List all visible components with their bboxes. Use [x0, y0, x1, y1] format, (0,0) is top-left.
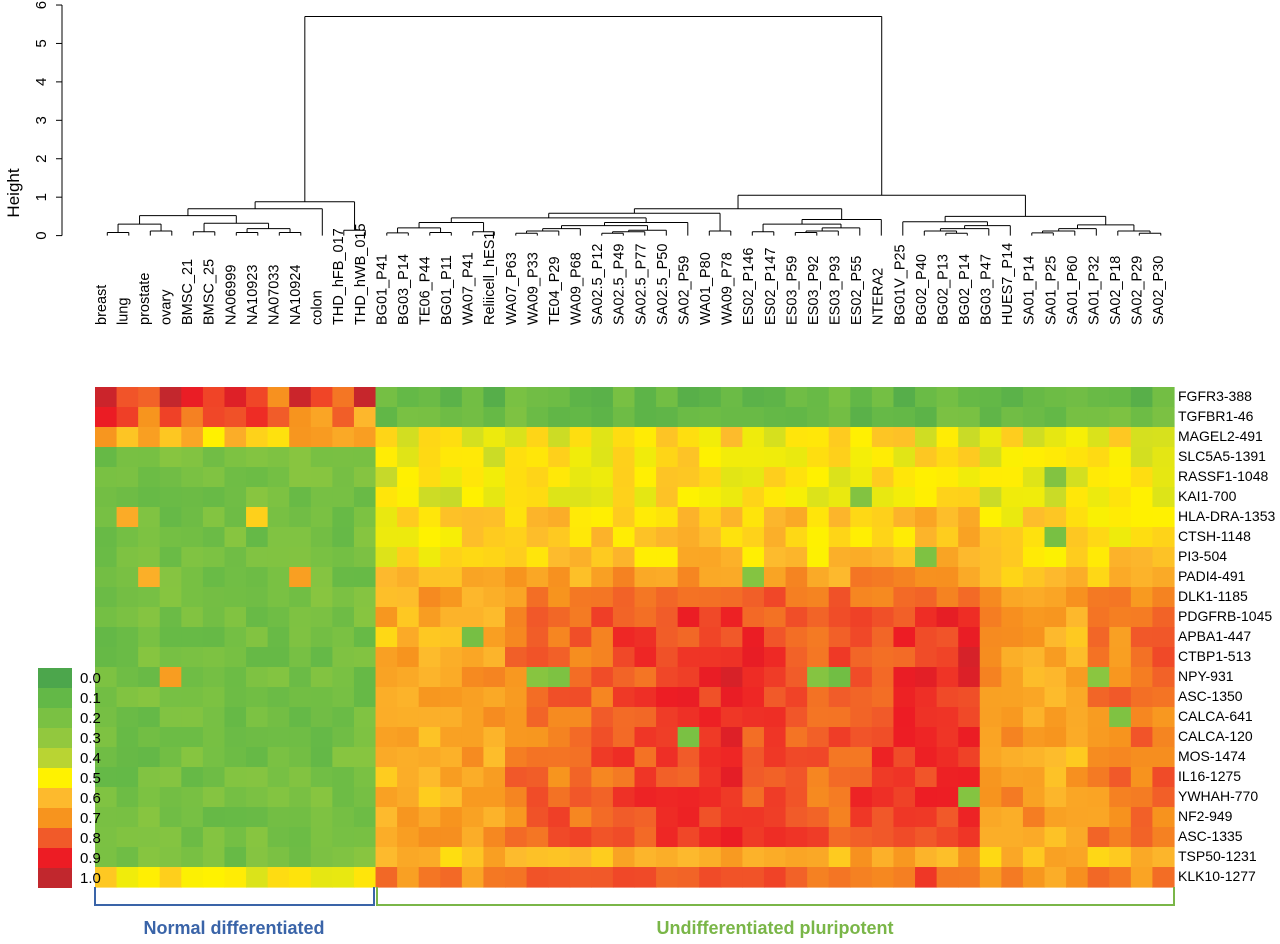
svg-text:BG03_P47: BG03_P47: [979, 254, 995, 325]
svg-text:Reliicell_hES1: Reliicell_hES1: [482, 232, 498, 326]
svg-text:SA02_P59: SA02_P59: [676, 256, 692, 325]
svg-text:MAGEL2-491: MAGEL2-491: [1178, 428, 1263, 444]
svg-text:PADI4-491: PADI4-491: [1178, 568, 1246, 584]
svg-text:TE06_P44: TE06_P44: [417, 256, 433, 325]
svg-text:TSP50-1231: TSP50-1231: [1178, 848, 1257, 864]
svg-text:lung: lung: [115, 298, 131, 325]
svg-text:NA10924: NA10924: [288, 265, 304, 325]
svg-text:SA02.5_P12: SA02.5_P12: [590, 244, 606, 325]
svg-text:WA07_P63: WA07_P63: [504, 252, 520, 325]
svg-text:ES02_P146: ES02_P146: [741, 248, 757, 325]
svg-text:SA01_P25: SA01_P25: [1043, 256, 1059, 325]
svg-text:BMSC_21: BMSC_21: [180, 259, 196, 325]
svg-text:ES03_P93: ES03_P93: [828, 256, 844, 325]
svg-text:0.1: 0.1: [80, 690, 101, 707]
svg-text:RASSF1-1048: RASSF1-1048: [1178, 468, 1268, 484]
svg-text:SA02.5_P50: SA02.5_P50: [655, 244, 671, 325]
svg-text:NPY-931: NPY-931: [1178, 668, 1234, 684]
svg-text:WA01_P80: WA01_P80: [698, 252, 714, 325]
svg-text:CTBP1-513: CTBP1-513: [1178, 648, 1251, 664]
svg-text:SA01_P32: SA01_P32: [1086, 256, 1102, 325]
svg-text:Height: Height: [4, 168, 23, 217]
svg-text:DLK1-1185: DLK1-1185: [1178, 588, 1248, 604]
svg-text:0.0: 0.0: [80, 670, 101, 687]
svg-text:BG01_P11: BG01_P11: [439, 255, 455, 325]
svg-text:NF2-949: NF2-949: [1178, 808, 1233, 824]
svg-text:ASC-1335: ASC-1335: [1178, 828, 1243, 844]
svg-text:BG01_P41: BG01_P41: [374, 254, 390, 325]
svg-text:SA01_P60: SA01_P60: [1065, 256, 1081, 325]
svg-text:1: 1: [33, 193, 50, 201]
svg-text:ES02_P147: ES02_P147: [763, 248, 779, 325]
svg-text:NA10923: NA10923: [245, 265, 261, 325]
svg-text:IL16-1275: IL16-1275: [1178, 768, 1241, 784]
svg-text:3: 3: [33, 116, 50, 124]
svg-text:PI3-504: PI3-504: [1178, 548, 1227, 564]
svg-text:BG03_P14: BG03_P14: [396, 254, 412, 325]
svg-text:ASC-1350: ASC-1350: [1178, 688, 1243, 704]
svg-text:FGFR3-388: FGFR3-388: [1178, 388, 1252, 404]
svg-text:THD_hWB_015: THD_hWB_015: [353, 223, 369, 325]
svg-text:CALCA-120: CALCA-120: [1178, 728, 1253, 744]
svg-text:0.2: 0.2: [80, 710, 101, 727]
svg-text:ES03_P92: ES03_P92: [806, 256, 822, 325]
svg-text:BG01V_P25: BG01V_P25: [892, 244, 908, 325]
svg-text:0.5: 0.5: [80, 770, 101, 787]
svg-text:0.3: 0.3: [80, 730, 101, 747]
svg-text:SA02.5_P49: SA02.5_P49: [612, 244, 628, 325]
svg-text:NA07033: NA07033: [266, 265, 282, 325]
svg-text:HUES7_P14: HUES7_P14: [1000, 243, 1016, 325]
svg-text:0.9: 0.9: [80, 850, 101, 867]
svg-text:Normal differentiated: Normal differentiated: [143, 918, 324, 938]
svg-text:WA09_P68: WA09_P68: [569, 252, 585, 325]
svg-text:SA01_P14: SA01_P14: [1022, 256, 1038, 325]
svg-text:PDGFRB-1045: PDGFRB-1045: [1178, 608, 1272, 624]
svg-text:BG02_P40: BG02_P40: [914, 254, 930, 325]
svg-text:0: 0: [33, 231, 50, 239]
svg-text:APBA1-447: APBA1-447: [1178, 628, 1251, 644]
svg-text:CTSH-1148: CTSH-1148: [1178, 528, 1251, 544]
svg-text:YWHAH-770: YWHAH-770: [1178, 788, 1258, 804]
svg-text:0.4: 0.4: [80, 750, 101, 767]
svg-text:KAI1-700: KAI1-700: [1178, 488, 1237, 504]
svg-text:BG02_P14: BG02_P14: [957, 254, 973, 325]
svg-text:SA02_P18: SA02_P18: [1108, 256, 1124, 325]
svg-text:5: 5: [33, 39, 50, 47]
svg-text:4: 4: [33, 78, 50, 86]
svg-text:1.0: 1.0: [80, 870, 101, 887]
svg-text:HLA-DRA-1353: HLA-DRA-1353: [1178, 508, 1275, 524]
svg-text:BMSC_25: BMSC_25: [202, 259, 218, 325]
svg-text:prostate: prostate: [137, 273, 153, 325]
svg-text:2: 2: [33, 155, 50, 163]
svg-text:THD_hFB_017: THD_hFB_017: [331, 228, 347, 325]
svg-text:breast: breast: [94, 285, 110, 325]
svg-text:SA02_P30: SA02_P30: [1151, 256, 1167, 325]
svg-text:WA07_P41: WA07_P41: [461, 252, 477, 325]
svg-text:0.8: 0.8: [80, 830, 101, 847]
svg-text:SA02.5_P77: SA02.5_P77: [633, 244, 649, 325]
svg-text:SA02_P29: SA02_P29: [1130, 256, 1146, 325]
svg-text:0.6: 0.6: [80, 790, 101, 807]
svg-text:BG02_P13: BG02_P13: [935, 254, 951, 325]
svg-text:Undifferentiated pluripotent: Undifferentiated pluripotent: [657, 918, 894, 938]
svg-text:WA09_P33: WA09_P33: [525, 252, 541, 325]
svg-text:ES03_P59: ES03_P59: [784, 256, 800, 325]
svg-text:CALCA-641: CALCA-641: [1178, 708, 1253, 724]
svg-text:ovary: ovary: [159, 289, 175, 325]
svg-text:6: 6: [33, 1, 50, 9]
svg-text:KLK10-1277: KLK10-1277: [1178, 868, 1256, 884]
svg-text:ES02_P55: ES02_P55: [849, 256, 865, 325]
svg-text:0.7: 0.7: [80, 810, 101, 827]
svg-text:NTERA2: NTERA2: [871, 268, 887, 325]
svg-text:TE04_P29: TE04_P29: [547, 256, 563, 325]
svg-text:colon: colon: [310, 290, 326, 325]
svg-text:SLC5A5-1391: SLC5A5-1391: [1178, 448, 1266, 464]
svg-text:WA09_P78: WA09_P78: [720, 252, 736, 325]
svg-text:TGFBR1-46: TGFBR1-46: [1178, 408, 1254, 424]
svg-text:NA06999: NA06999: [223, 265, 239, 325]
svg-text:MOS-1474: MOS-1474: [1178, 748, 1246, 764]
